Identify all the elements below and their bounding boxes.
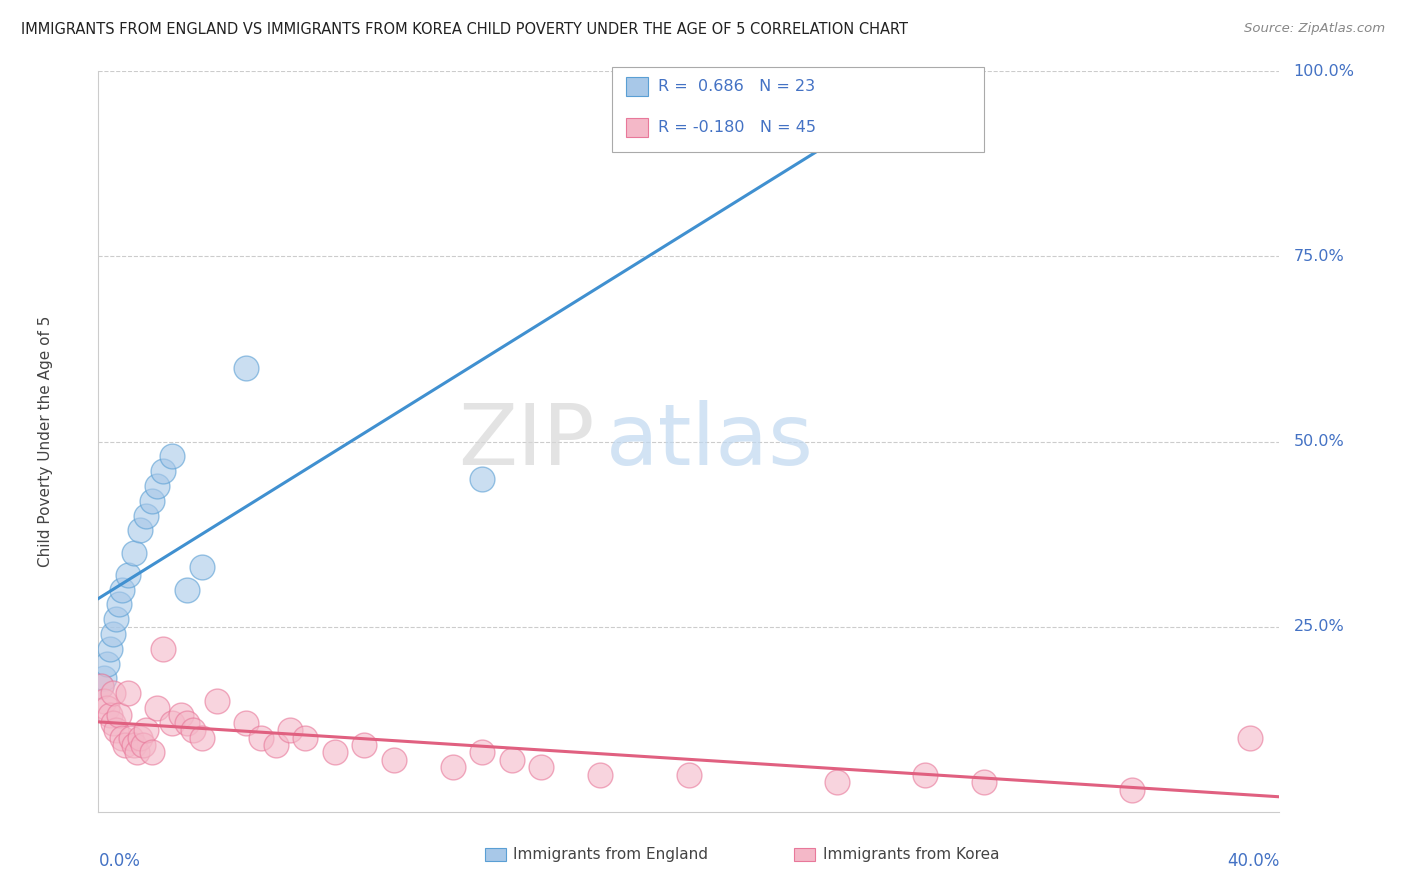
Point <box>111 731 134 745</box>
Point <box>135 508 157 523</box>
Text: Child Poverty Under the Age of 5: Child Poverty Under the Age of 5 <box>38 316 53 567</box>
Point <box>120 731 142 745</box>
Point <box>141 493 163 508</box>
Point <box>98 641 121 656</box>
Point <box>96 657 118 671</box>
Point <box>1239 731 1261 745</box>
Point <box>93 694 115 708</box>
Point <box>128 731 150 745</box>
Point <box>382 753 405 767</box>
Point <box>108 708 131 723</box>
Point <box>825 775 848 789</box>
Point <box>117 686 139 700</box>
Text: IMMIGRANTS FROM ENGLAND VS IMMIGRANTS FROM KOREA CHILD POVERTY UNDER THE AGE OF : IMMIGRANTS FROM ENGLAND VS IMMIGRANTS FR… <box>21 22 908 37</box>
Point <box>96 701 118 715</box>
Point <box>162 450 183 464</box>
Point <box>353 738 375 752</box>
Text: 25.0%: 25.0% <box>1294 619 1344 634</box>
Point <box>90 679 112 693</box>
Text: Immigrants from England: Immigrants from England <box>513 847 709 862</box>
Point <box>103 686 125 700</box>
Text: R = -0.180   N = 45: R = -0.180 N = 45 <box>658 120 815 135</box>
Point <box>105 723 128 738</box>
Point <box>162 715 183 730</box>
Point <box>90 679 112 693</box>
Point <box>176 715 198 730</box>
Point <box>111 582 134 597</box>
Point <box>973 775 995 789</box>
Point <box>678 767 700 781</box>
Point <box>471 746 494 760</box>
Point <box>294 731 316 745</box>
Text: Source: ZipAtlas.com: Source: ZipAtlas.com <box>1244 22 1385 36</box>
Point <box>146 479 169 493</box>
Point <box>122 546 145 560</box>
Point <box>205 694 228 708</box>
Point <box>128 524 150 538</box>
Point <box>114 738 136 752</box>
Point <box>132 738 155 752</box>
Point <box>105 612 128 626</box>
Point <box>98 708 121 723</box>
Point <box>108 598 131 612</box>
Point <box>93 672 115 686</box>
Point <box>323 746 346 760</box>
Point <box>191 560 214 574</box>
Point <box>280 723 302 738</box>
Point <box>125 746 148 760</box>
Point <box>152 641 174 656</box>
Point <box>1121 782 1143 797</box>
Point <box>141 746 163 760</box>
Point <box>264 738 287 752</box>
Text: R =  0.686   N = 23: R = 0.686 N = 23 <box>658 79 815 94</box>
Point <box>914 64 936 78</box>
Point <box>176 582 198 597</box>
Text: 100.0%: 100.0% <box>1294 64 1354 78</box>
Point <box>250 731 273 745</box>
Point <box>914 767 936 781</box>
Point <box>146 701 169 715</box>
Text: 0.0%: 0.0% <box>98 853 141 871</box>
Point <box>501 753 523 767</box>
Point <box>530 760 553 774</box>
Point <box>170 708 193 723</box>
Text: 75.0%: 75.0% <box>1294 249 1344 264</box>
Point <box>117 567 139 582</box>
Text: atlas: atlas <box>606 400 814 483</box>
Text: Immigrants from Korea: Immigrants from Korea <box>823 847 1000 862</box>
Text: 50.0%: 50.0% <box>1294 434 1344 449</box>
Point <box>181 723 204 738</box>
Point <box>103 715 125 730</box>
Point <box>441 760 464 774</box>
Point <box>122 738 145 752</box>
Point <box>135 723 157 738</box>
Point <box>235 360 257 375</box>
Text: ZIP: ZIP <box>458 400 595 483</box>
Point <box>235 715 257 730</box>
Point <box>191 731 214 745</box>
Point <box>152 464 174 478</box>
Point <box>471 471 494 485</box>
Text: 40.0%: 40.0% <box>1227 853 1279 871</box>
Point <box>103 627 125 641</box>
Point <box>589 767 612 781</box>
